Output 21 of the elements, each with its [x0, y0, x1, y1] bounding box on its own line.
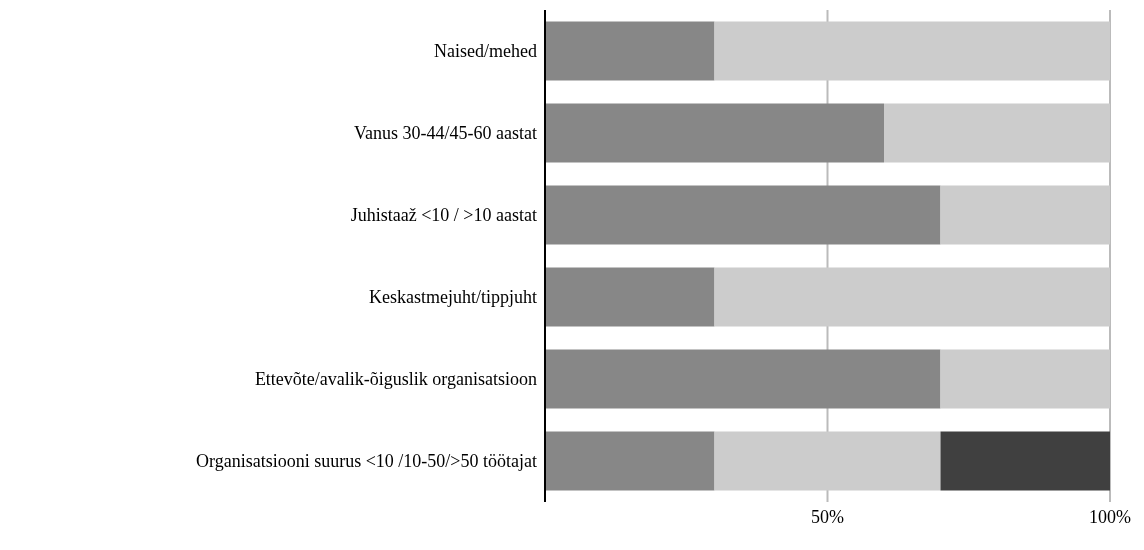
bar: [545, 431, 715, 491]
y-tick-label: Naised/mehed: [434, 41, 537, 62]
y-tick-label: Organisatsiooni suurus <10 /10-50/>50 töötajat: [196, 451, 537, 472]
y-tick-label: Keskastmejuht/tippjuht: [369, 287, 537, 308]
y-tick-label: Juhistaaž <10 / >10 aastat: [350, 205, 537, 226]
bar: [545, 267, 715, 327]
x-tick-label: 100%: [1089, 506, 1131, 527]
bar: [545, 349, 941, 409]
y-tick-label: Vanus 30-44/45-60 aastat: [354, 123, 537, 144]
bar: [714, 21, 1110, 81]
bar: [714, 431, 941, 491]
bar: [545, 185, 941, 245]
bar: [940, 185, 1110, 245]
bar: [940, 349, 1110, 409]
y-tick-label: Ettevõte/avalik-õiguslik organisatsioon: [254, 369, 537, 390]
bar: [884, 103, 1110, 163]
bar: [545, 21, 715, 81]
x-tick-label: 50%: [811, 506, 844, 527]
bar: [545, 103, 884, 163]
bar: [714, 267, 1110, 327]
bar: [940, 431, 1110, 491]
